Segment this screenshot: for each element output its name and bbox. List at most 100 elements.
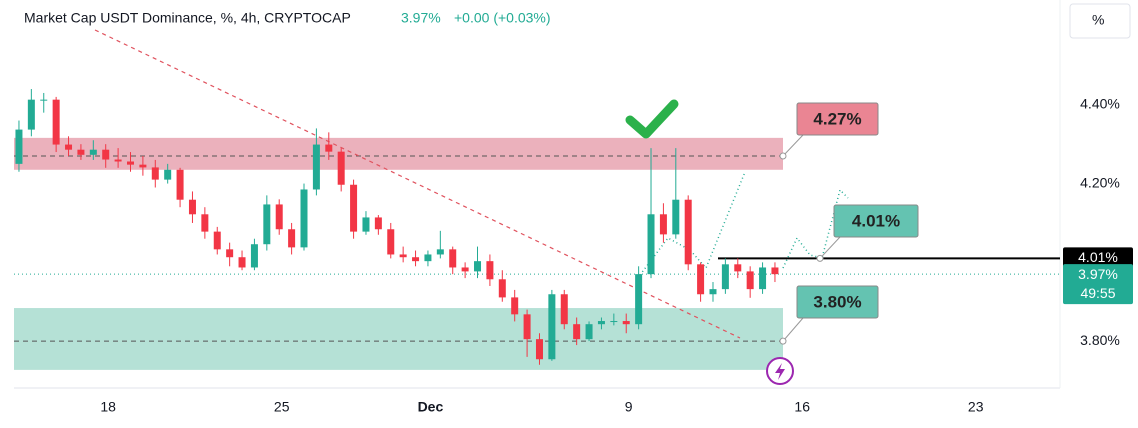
candle-body (474, 261, 482, 272)
y-tick-label: 3.80% (1080, 332, 1120, 348)
price-change: +0.00 (+0.03%) (454, 10, 551, 26)
candle-body (597, 321, 605, 325)
candle-body (734, 264, 742, 272)
candle-body (164, 169, 172, 180)
callout-label: 3.80% (813, 292, 861, 311)
candle-body (263, 204, 271, 245)
last-price: 3.97% (401, 10, 441, 26)
x-tick-label: 23 (968, 399, 984, 415)
scale-button-label[interactable]: % (1092, 12, 1104, 28)
trendline (94, 29, 741, 339)
candle-body (399, 254, 407, 258)
candle-body (635, 274, 643, 325)
candle-body (548, 294, 556, 360)
x-tick-label: 16 (794, 399, 810, 415)
candle-body (759, 267, 767, 290)
candle-body (771, 267, 779, 275)
callout-connector (782, 134, 804, 157)
candle-body (226, 249, 234, 258)
candle-body (659, 214, 667, 235)
candle-body (387, 229, 395, 255)
candle-body (213, 231, 221, 250)
candle-body (523, 314, 531, 340)
candle-body (560, 294, 568, 325)
callout-connector (782, 317, 804, 342)
candle-body (65, 144, 73, 150)
candle-body (300, 189, 308, 248)
candle-body (511, 297, 519, 315)
candle-body (647, 214, 655, 275)
candle-body (337, 151, 345, 185)
x-tick-label: 18 (100, 399, 116, 415)
y-tick-label: 4.40% (1080, 95, 1120, 111)
candle-body (15, 129, 23, 164)
callout-label: 4.01% (852, 211, 900, 230)
candle-body (486, 261, 494, 280)
candle-body (362, 217, 370, 232)
callout-point (779, 152, 787, 160)
candle-body (275, 204, 283, 230)
candle-body (176, 169, 184, 200)
candle-body (188, 199, 196, 215)
countdown: 49:55 (1080, 285, 1115, 301)
candle-body (201, 214, 209, 232)
callout-box (796, 102, 879, 136)
candle-body (573, 324, 581, 340)
candle-body (27, 99, 35, 130)
callout-point (779, 337, 787, 345)
candle-body (585, 324, 593, 340)
candle-body (672, 199, 680, 235)
candle-body (89, 149, 97, 155)
candle-body (374, 217, 382, 230)
candle-body (535, 339, 543, 360)
candle-body (622, 321, 630, 325)
candle-body (436, 249, 444, 255)
callout-label: 4.27% (813, 109, 861, 128)
projection (782, 188, 849, 269)
candle-body (498, 279, 506, 298)
chart-title: Market Cap USDT Dominance, %, 4h, CRYPTO… (24, 10, 351, 26)
x-tick-label: Dec (418, 399, 444, 415)
candle-body (424, 254, 432, 262)
candle-body (721, 264, 729, 290)
callout-box (833, 204, 919, 238)
x-tick-label: 9 (625, 399, 633, 415)
candle-body (102, 149, 110, 160)
candle-body (610, 321, 618, 323)
candle-body (697, 264, 705, 295)
scale-button[interactable] (1069, 3, 1131, 39)
candle-body (746, 271, 754, 290)
level-price-tag (1063, 247, 1133, 269)
candle-body (288, 229, 296, 248)
candle-body (709, 289, 717, 295)
level-price-tag-label: 4.01% (1078, 249, 1118, 265)
candle-body (139, 164, 147, 168)
candle-body (114, 159, 122, 162)
x-tick-label: 25 (274, 399, 290, 415)
callout-point (816, 254, 824, 262)
checkmark (625, 99, 679, 139)
candle-body (250, 244, 258, 268)
candle-body (461, 267, 469, 272)
candle-body (684, 199, 692, 265)
candle-body (350, 184, 358, 232)
alert-icon-bolt (775, 363, 785, 380)
candle-body (312, 144, 320, 190)
zone (14, 137, 783, 170)
candle-body (412, 257, 420, 262)
zone (14, 308, 783, 370)
last-price-tag (1063, 264, 1133, 305)
candle-body (126, 161, 134, 165)
candle-body (238, 257, 246, 268)
callout-box (796, 285, 879, 319)
last-price-tag-label: 3.97% (1078, 266, 1118, 282)
candle-body (325, 144, 333, 152)
candle-body (151, 167, 159, 180)
y-tick-label: 4.20% (1080, 174, 1120, 190)
candle-body (77, 149, 85, 155)
candle-body (40, 99, 48, 101)
candle-body (52, 99, 60, 145)
callout-connector (819, 236, 841, 259)
candle-body (449, 249, 457, 268)
